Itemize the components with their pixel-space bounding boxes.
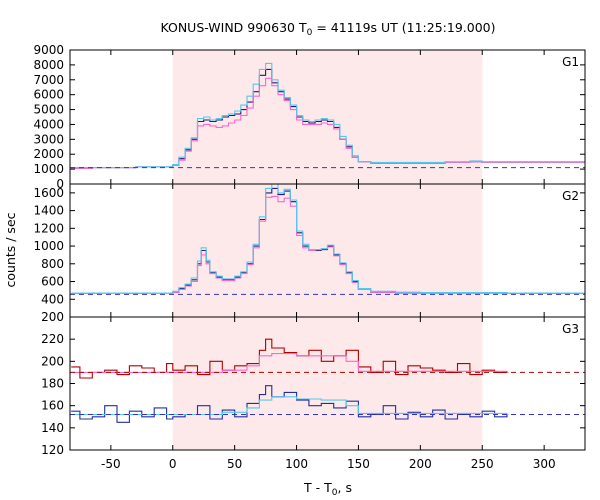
y-tick-label: 800 [41,257,64,271]
y-tick-label: 6000 [33,88,64,102]
x-tick-label: 50 [227,457,242,471]
series-g3-1 [71,353,509,373]
y-tick-label: 180 [41,377,64,391]
y-tick-label: 1000 [33,239,64,253]
series-g1-2 [71,62,585,169]
x-tick-label: 250 [471,457,494,471]
panel-label: G2 [562,189,579,203]
y-tick-label: 8000 [33,58,64,72]
panel-g3: 120 140 160 180 200 220 G3 [41,316,586,457]
y-axis-label: counts / sec [3,212,18,287]
x-tick-label: 0 [169,457,177,471]
x-tick-label: -50 [101,457,121,471]
y-tick-label: 160 [41,399,64,413]
y-tick-label: 200 [41,354,64,368]
y-tick-label: 5000 [33,103,64,117]
series-g3-3 [71,396,509,416]
y-tick-label: 7000 [33,73,64,87]
y-tick-label: 1200 [33,221,64,235]
y-tick-label: 600 [41,275,64,289]
y-tick-label: 3000 [33,132,64,146]
y-tick-label: 1000 [33,162,64,176]
plot-panels: 0100020003000400050006000700080009000G12… [33,43,586,471]
y-tick-label: 120 [41,443,64,457]
y-tick-label: 220 [41,332,64,346]
panel-g2: 200 400 600 800 1000 1200 1400 1600 G2 [33,183,586,324]
y-tick-label: 1600 [33,186,64,200]
series-g3-0 [71,338,509,379]
y-tick-label: 1400 [33,204,64,218]
y-tick-label: 9000 [33,43,64,57]
x-tick-label: 150 [347,457,370,471]
panel-label: G1 [562,55,579,69]
y-tick-label: 0 [56,177,64,191]
y-tick-label: 4000 [33,117,64,131]
y-tick-label: 400 [41,292,64,306]
x-tick-label: 100 [285,457,308,471]
x-axis-label: T - T0, s [303,480,352,498]
series-g3-2 [71,385,509,423]
x-tick-label: 200 [409,457,432,471]
x-tick-label: 300 [533,457,556,471]
y-tick-label: 2000 [33,147,64,161]
y-tick-label: 200 [41,310,64,324]
panel-label: G3 [562,322,579,336]
chart-title: KONUS-WIND 990630 T0 = 41119s UT (11:25:… [160,20,495,38]
y-tick-label: 140 [41,421,64,435]
